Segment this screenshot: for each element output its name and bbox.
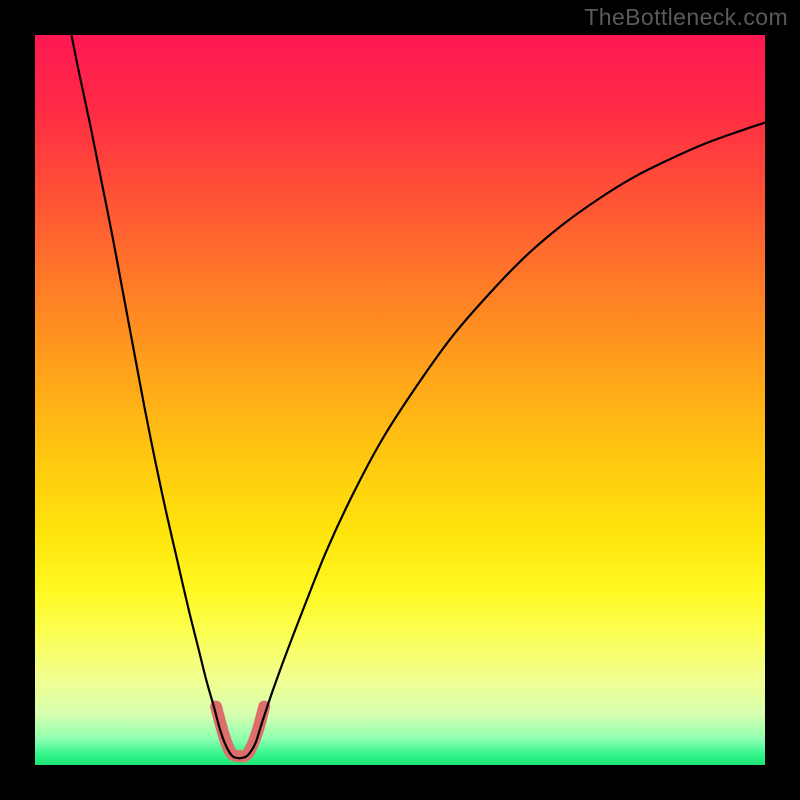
watermark-text: TheBottleneck.com [584,4,788,31]
bottleneck-curve-chart [35,35,765,765]
chart-background [35,35,765,765]
plot-area [35,35,765,765]
